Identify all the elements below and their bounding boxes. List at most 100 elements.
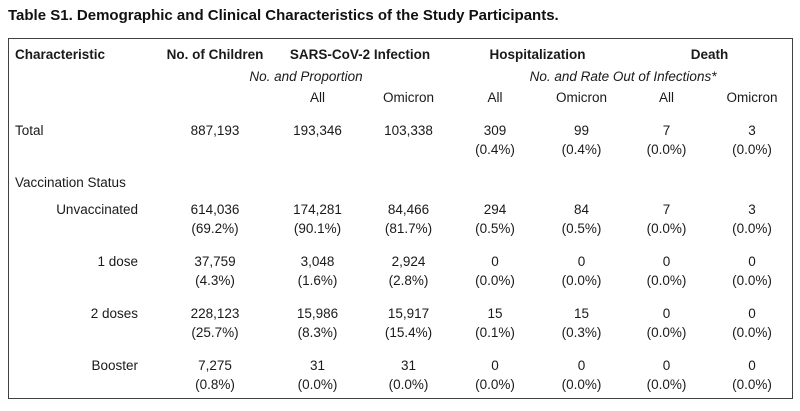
rate-value: (25.7%) [191,325,239,340]
row-label: Vaccination Status [15,175,126,190]
count-value: 3 [748,123,756,138]
value-cell: 7,275 (0.8%) [161,356,269,398]
table-row: 1 dose 37,759 (4.3%) 3,048 (1.6%) 2,924 (2.8%)… [9,252,795,304]
count-value: 99 [574,123,590,138]
value-cell: 309 (0.4%) [451,105,539,173]
rate-value: (0.1%) [475,325,515,340]
rate-value: (0.0%) [646,142,687,157]
subheader-rate: No. and Rate Out of Infections* [529,69,717,84]
subheader-spacer [9,66,161,87]
row-label: Booster [91,358,138,373]
count-value: 3,048 [300,254,335,269]
value-cell: 103,338 [366,105,451,173]
rate-value: (0.0%) [732,221,772,236]
rate-value: (0.0%) [646,377,687,392]
rate-value: (0.5%) [475,221,515,236]
table-body: Total 887,193 193,346 103,338 309 (0.4%) 99 (0.… [9,105,795,398]
count-value: 0 [491,358,499,373]
subheader-row: No. and Proportion No. and Rate Out of I… [9,66,795,87]
count-value: 0 [748,358,756,373]
count-value: 3 [748,202,756,217]
value-cell: 0 (0.0%) [451,252,539,304]
count-value: 7 [662,202,671,217]
group-header-row: Characteristic No. of Children SARS-CoV-… [9,39,795,66]
value-cell: 0 (0.0%) [624,356,709,398]
value-cell: 294 (0.5%) [451,200,539,252]
count-value: 0 [662,254,671,269]
value-cell: 193,346 [269,105,366,173]
value-cell: 0 (0.0%) [709,252,795,304]
value-cell: 15 (0.3%) [539,304,624,356]
value-cell: 15,917 (15.4%) [366,304,451,356]
count-value: 0 [491,254,499,269]
rate-value: (0.5%) [561,221,602,236]
count-value: 0 [748,254,756,269]
count-value: 309 [483,123,507,138]
subcol-header-hospitalization-all: All [487,90,503,105]
rate-value: (0.0%) [475,273,515,288]
rate-value: (0.0%) [475,377,515,392]
value-cell: 3 (0.0%) [709,200,795,252]
count-value: 887,193 [190,123,240,138]
value-cell: 174,281 (90.1%) [269,200,366,252]
value-cell: 84 (0.5%) [539,200,624,252]
rate-value: (90.1%) [293,221,342,236]
count-value: 0 [748,306,756,321]
rate-value: (0.8%) [195,377,235,392]
rate-value: (1.6%) [297,273,338,288]
count-value: 15 [574,306,590,321]
count-value: 15,917 [387,306,430,321]
rate-value: (15.4%) [384,325,433,340]
rate-value: (0.0%) [561,377,602,392]
subcol-header-hospitalization-omicron: Omicron [556,90,608,105]
characteristics-table: Characteristic No. of Children SARS-CoV-… [8,38,793,399]
row-label: Total [15,123,44,138]
value-cell: 614,036 (69.2%) [161,200,269,252]
rate-value: (0.0%) [646,221,687,236]
rate-value: (0.4%) [475,142,515,157]
rate-value: (0.0%) [646,325,687,340]
value-cell: 31 (0.0%) [366,356,451,398]
value-cell: 3,048 (1.6%) [269,252,366,304]
rate-value: (0.4%) [561,142,602,157]
value-cell: 0 (0.0%) [709,356,795,398]
value-cell: 3 (0.0%) [709,105,795,173]
table-row: Booster 7,275 (0.8%) 31 (0.0%) 31 (0.0%) 0 (0.0%… [9,356,795,398]
count-value: 31 [400,358,417,373]
rate-value: (0.0%) [732,377,772,392]
column-header-no-of-children: No. of Children [166,47,264,62]
count-value: 15,986 [296,306,339,321]
data-table: Characteristic No. of Children SARS-CoV-… [9,39,795,398]
table-header: Characteristic No. of Children SARS-CoV-… [9,39,795,105]
count-value: 7 [662,123,671,138]
column-header-sars-cov-2-infection: SARS-CoV-2 Infection [289,47,431,62]
count-value: 84,466 [387,202,430,217]
count-value: 0 [662,358,671,373]
column-header-hospitalization: Hospitalization [489,47,586,62]
row-label: Unvaccinated [56,202,138,217]
value-cell: 7 (0.0%) [624,105,709,173]
rate-value: (0.0%) [732,273,772,288]
value-cell: 228,123 (25.7%) [161,304,269,356]
value-cell: 0 (0.0%) [709,304,795,356]
page-title: Table S1. Demographic and Clinical Chara… [8,7,559,24]
row-label: 2 doses [90,306,138,321]
table-row: Total 887,193 193,346 103,338 309 (0.4%) 99 (0.… [9,105,795,173]
value-cell: 15 (0.1%) [451,304,539,356]
count-value: 2,924 [391,254,426,269]
table-row: Unvaccinated 614,036 (69.2%) 174,281 (90.1%)… [9,200,795,252]
rate-value: (0.0%) [646,273,687,288]
count-value: 31 [309,358,326,373]
count-value: 193,346 [293,123,342,138]
value-cell: 0 (0.0%) [539,356,624,398]
rate-value: (69.2%) [191,221,239,236]
value-cell: 99 (0.4%) [539,105,624,173]
row-label: 1 dose [97,254,138,269]
subheader-proportion: No. and Proportion [249,69,363,84]
subcol-spacer [9,87,161,105]
rate-value: (0.0%) [297,377,338,392]
rate-value: (8.3%) [297,325,338,340]
count-value: 614,036 [190,202,240,217]
value-cell: 0 (0.0%) [451,356,539,398]
value-cell: 37,759 (4.3%) [161,252,269,304]
